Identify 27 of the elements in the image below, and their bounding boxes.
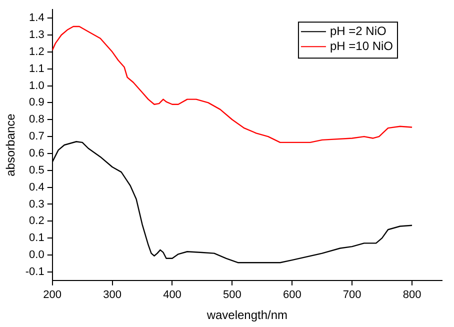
x-tick-label: 800 <box>402 289 422 302</box>
y-tick-label: 0.4 <box>29 181 44 194</box>
y-tick-label: 0.3 <box>29 198 44 210</box>
y-tick-label: 0.6 <box>29 147 44 160</box>
x-tick-label: 400 <box>163 289 182 302</box>
x-tick-label: 600 <box>282 289 302 302</box>
x-axis-title: wavelength/nm <box>206 308 288 322</box>
y-tick-label: -0.1 <box>25 266 44 278</box>
y-tick-label: 0.8 <box>29 114 44 126</box>
x-tick-label: 200 <box>43 289 62 302</box>
y-tick-label: 0.0 <box>29 249 44 262</box>
y-tick-label: 1.4 <box>29 12 44 24</box>
y-tick-label: 0.1 <box>29 232 44 244</box>
y-tick-label: 1.3 <box>29 29 44 42</box>
x-tick-label: 300 <box>103 289 122 302</box>
y-axis-title: absorbance <box>4 113 18 176</box>
x-tick-label: 500 <box>223 289 242 302</box>
y-tick-label: 1.1 <box>29 62 44 75</box>
y-tick-label: 0.9 <box>29 96 44 109</box>
y-tick-label: 1.2 <box>29 46 44 58</box>
y-tick-label: 0.2 <box>29 215 44 228</box>
legend-label: pH =10 NiO <box>330 38 393 53</box>
y-tick-label: 0.5 <box>29 164 44 176</box>
legend-label: pH =2 NiO <box>330 24 386 38</box>
y-tick-label: 1.0 <box>29 80 44 92</box>
y-tick-label: 0.7 <box>29 130 44 143</box>
x-tick-label: 700 <box>342 289 362 302</box>
